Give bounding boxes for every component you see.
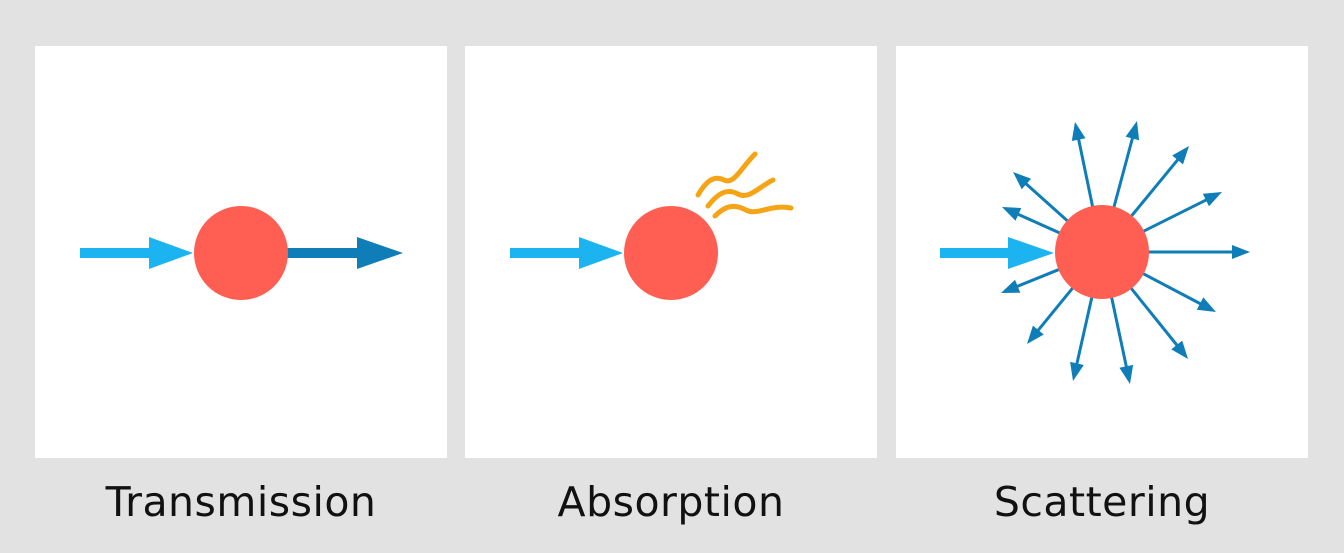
heat-wave-icon <box>695 151 794 219</box>
scattered-arrow-icon <box>1127 146 1189 221</box>
scattered-arrow-head <box>1027 325 1044 344</box>
scattered-arrow-head <box>1202 192 1222 207</box>
panel-transmission <box>35 46 447 458</box>
scattered-arrow-icon <box>1109 292 1134 384</box>
scattered-arrow-icon <box>1071 122 1095 212</box>
scattered-arrow-head <box>1002 207 1022 221</box>
scattered-arrow-shaft <box>1138 197 1209 235</box>
scattered-arrow-shaft <box>1138 270 1203 306</box>
scattered-arrow-shaft <box>1035 283 1077 333</box>
scattered-arrow-shaft <box>1076 137 1095 212</box>
incident-arrow-icon <box>510 237 623 269</box>
particle-circle-icon <box>624 206 718 300</box>
caption-scattering: Scattering <box>993 478 1211 526</box>
panel-absorption <box>465 46 877 458</box>
scattered-arrow-head <box>1013 172 1032 190</box>
scattered-arrow-shaft <box>1023 181 1072 226</box>
scattered-arrow-icon <box>1138 270 1216 312</box>
scattered-arrow-shaft <box>1127 283 1180 348</box>
scattered-arrow-shaft <box>1111 136 1135 212</box>
scattered-arrow-head <box>1196 297 1216 312</box>
scattered-arrow-icon <box>1002 207 1065 237</box>
scattered-arrow-icon <box>1138 192 1222 235</box>
absorption-diagram <box>510 151 794 300</box>
particle-circle-icon <box>194 206 288 300</box>
scattered-arrow-icon <box>1111 121 1140 212</box>
scattered-arrow-head <box>1119 364 1134 384</box>
scattered-arrow-shaft <box>1127 157 1180 221</box>
scattered-arrow-head <box>1001 279 1021 293</box>
scattered-arrow-head <box>1172 146 1189 165</box>
scattered-arrow-head <box>1071 122 1086 141</box>
incident-arrow-icon <box>940 237 1054 269</box>
scattered-arrow-head <box>1171 340 1188 359</box>
transmission-diagram <box>80 206 403 300</box>
incident-arrow-icon <box>80 237 193 269</box>
scattering-diagram <box>940 121 1250 384</box>
scattered-arrow-head <box>1232 245 1250 259</box>
scattered-arrow-icon <box>1144 245 1250 259</box>
scattered-arrow-icon <box>1001 266 1064 293</box>
scattered-arrow-icon <box>1127 283 1188 359</box>
scattered-arrow-icon <box>1070 292 1095 381</box>
scattered-arrow-head <box>1125 121 1140 141</box>
scattered-arrows-group <box>1001 121 1250 384</box>
caption-absorption: Absorption <box>557 478 785 526</box>
scattered-arrow-icon <box>1027 283 1077 344</box>
scattered-arrow-icon <box>1013 172 1072 226</box>
scattered-arrow-head <box>1070 361 1084 381</box>
panel-scattering <box>896 46 1308 458</box>
scattered-arrow-shaft <box>1075 292 1095 366</box>
scattered-arrow-shaft <box>1109 292 1129 369</box>
scattered-arrow-shaft <box>1015 266 1064 289</box>
caption-transmission: Transmission <box>105 478 377 526</box>
scattered-arrow-shaft <box>1015 212 1065 237</box>
transmitted-arrow-icon <box>283 237 403 269</box>
particle-circle-icon <box>1055 205 1149 299</box>
